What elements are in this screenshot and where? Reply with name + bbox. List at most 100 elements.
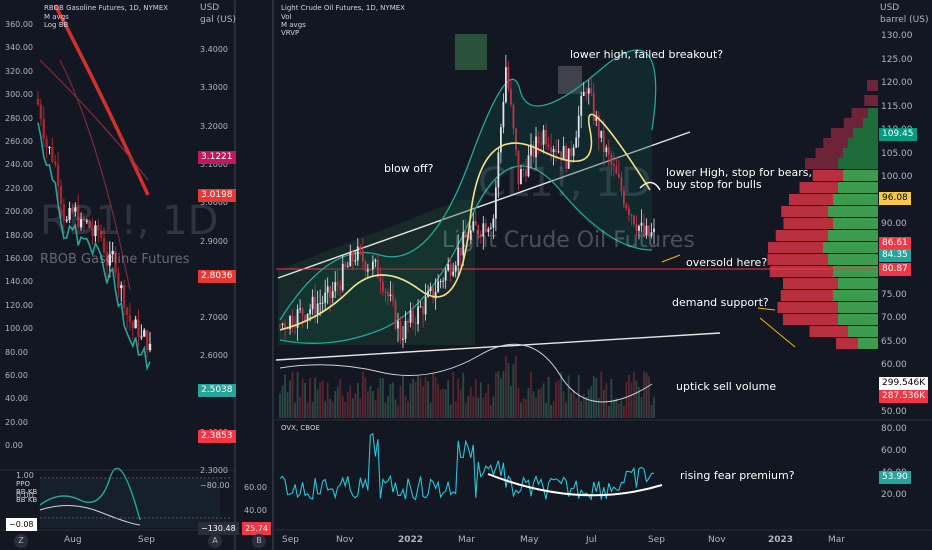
left-indicator-mavgs[interactable]: M avgs	[44, 13, 69, 21]
crude-candle	[294, 326, 296, 328]
crude-candle	[547, 144, 550, 148]
rbob-candle	[39, 104, 43, 119]
volume-bar	[477, 397, 480, 418]
crude-candle	[346, 266, 349, 268]
volume-bar	[447, 380, 450, 418]
ppo-right-axis2-tick: 40.00	[244, 506, 267, 515]
crude-candle	[484, 223, 487, 232]
left-chart-title[interactable]: RBOB Gasoline Futures, 1D, NYMEX	[44, 4, 169, 12]
main-indicator-vrvp[interactable]: VRVP	[281, 29, 300, 37]
rbob-candle	[36, 99, 40, 105]
crude-candle	[454, 265, 457, 272]
auto-scale-button[interactable]: A	[208, 534, 222, 548]
axis-tick: 2.6000	[200, 351, 228, 361]
vrvp-bar-up	[848, 138, 878, 149]
volume-bar	[457, 378, 460, 418]
annotation-oversold[interactable]: oversold here?	[686, 256, 768, 269]
volume-bar	[562, 390, 565, 418]
vrvp-bar-up	[838, 158, 878, 169]
left-watermark-symbol: RB1!, 1D	[40, 198, 219, 244]
log-scale-button[interactable]: B	[252, 534, 266, 548]
volume-bar	[376, 388, 379, 418]
crude-candle	[502, 102, 505, 128]
crude-candle	[369, 269, 372, 271]
annotation-fear-premium[interactable]: rising fear premium?	[680, 469, 795, 482]
crude-candle	[437, 281, 440, 292]
crude-candle	[505, 67, 507, 103]
volume-bar	[467, 395, 470, 418]
volume-bar	[464, 402, 467, 418]
volume-bar	[449, 404, 452, 418]
axis-tick: 70.00	[881, 313, 907, 323]
axis-tick: 160.00	[5, 254, 33, 263]
rbob-candle	[94, 225, 97, 237]
annotation-blow-off[interactable]: blow off?	[384, 162, 434, 175]
left-indicator-logbb[interactable]: Log BB	[44, 21, 69, 29]
vrvp-bar-down	[789, 194, 833, 205]
ppo-bb-label-2[interactable]: BB KB	[16, 496, 38, 504]
volume-bar	[617, 403, 620, 418]
crude-candle	[570, 148, 573, 156]
volume-bar	[442, 388, 445, 418]
vrvp-bar-up	[843, 170, 878, 181]
ppo-right-axis2-tick: 60.00	[244, 483, 267, 492]
crude-candle	[304, 315, 307, 321]
main-chart-title[interactable]: Light Crude Oil Futures, 1D, NYMEX	[281, 4, 405, 12]
axis-tick: 90.00	[881, 219, 907, 229]
crude-candle	[382, 281, 384, 292]
annotation-lower-high-stop-2[interactable]: buy stop for bulls	[666, 178, 762, 191]
axis-tick: 20.00	[5, 417, 28, 427]
volume-bar	[437, 384, 440, 418]
rbob-candle	[59, 185, 63, 205]
ppo-line	[39, 467, 141, 521]
volume-bar	[510, 385, 512, 418]
vrvp-bar-up	[848, 326, 878, 337]
crude-candle	[492, 218, 495, 228]
crude-candle	[550, 147, 552, 153]
annotation-uptick-volume[interactable]: uptick sell volume	[676, 380, 777, 393]
annotation-lower-high-stop-1[interactable]: lower High, stop for bears,	[666, 166, 812, 179]
crude-candle	[452, 271, 455, 276]
crude-candle	[379, 277, 382, 282]
x-axis-label: Jul	[586, 535, 597, 545]
vrvp-bar-up	[828, 206, 878, 217]
volume-bar	[284, 374, 286, 418]
vrvp-bar-down	[815, 148, 843, 159]
crude-candle	[366, 269, 369, 272]
vrvp-bar-down	[843, 118, 863, 129]
ppo-label[interactable]: PPO	[16, 480, 30, 488]
crude-candle	[532, 144, 535, 158]
volume-bar	[279, 393, 281, 418]
volume-bar	[570, 392, 573, 418]
volume-bar	[635, 380, 638, 418]
vrvp-bar-down	[864, 95, 878, 106]
crude-candle	[565, 145, 568, 169]
crude-candle	[582, 91, 585, 96]
volume-bar	[547, 376, 550, 418]
volume-bar	[351, 398, 354, 418]
crude-candle	[530, 144, 532, 156]
price-badge-crude-4: 84.35	[879, 249, 911, 262]
axis-tick: 280.00	[5, 113, 33, 123]
annotation-demand-support[interactable]: demand support?	[672, 296, 769, 309]
volume-bar	[525, 399, 527, 418]
main-indicator-vol[interactable]: Vol	[281, 13, 292, 21]
ovx-label[interactable]: OVX, CBOE	[281, 424, 320, 432]
ppo-bb-label-1[interactable]: BB KB	[16, 488, 38, 496]
x-axis-label: Mar	[828, 535, 845, 545]
main-axis-unit2: barrel (US)	[880, 15, 929, 25]
crude-candle	[399, 321, 402, 340]
axis-tick: 3.0000	[200, 198, 228, 208]
vrvp-bar-down	[823, 138, 848, 149]
pane-separator[interactable]	[272, 0, 274, 550]
volume-ma	[279, 343, 653, 403]
zoom-button[interactable]: Z	[14, 534, 28, 548]
annotation-lower-high[interactable]: lower high, failed breakout?	[570, 48, 724, 61]
main-indicator-mavgs[interactable]: M avgs	[281, 21, 306, 29]
axis-tick: 180.00	[5, 230, 33, 240]
crude-candle	[299, 308, 301, 310]
vrvp-bar-up	[838, 182, 878, 193]
axis-tick: 0.00	[5, 441, 23, 451]
rbob-candle	[148, 343, 152, 351]
ovx-line	[279, 433, 655, 501]
